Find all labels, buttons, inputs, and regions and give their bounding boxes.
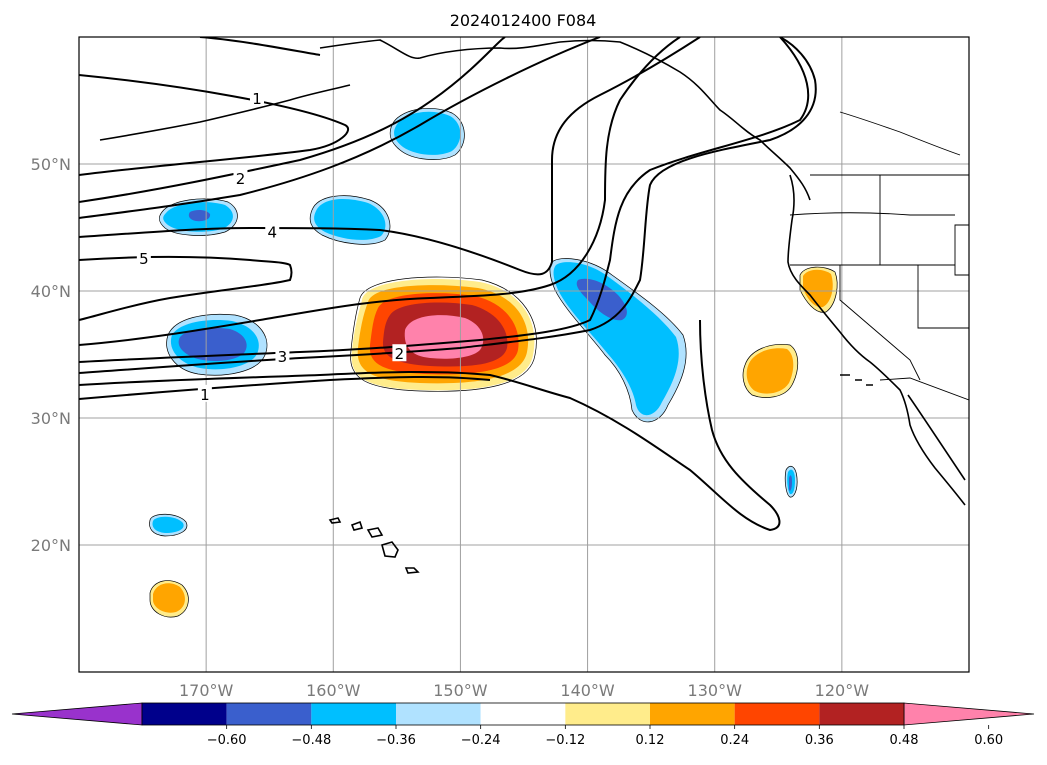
latitude-tick-label: 40°N (31, 282, 71, 301)
colorbar-extend-low (11, 702, 143, 726)
contour-line (79, 37, 701, 276)
contour-line (79, 37, 681, 346)
negative-anomaly-narrow-inner (789, 475, 792, 491)
contour-label: 3 (278, 348, 288, 366)
negative-anomaly-west-core (178, 327, 247, 361)
contour-label: 1 (200, 386, 210, 404)
contour-line (79, 256, 293, 321)
us-mexico-border (879, 377, 969, 401)
contour-line (79, 319, 781, 532)
california-channel-island (840, 374, 873, 386)
positive-anomaly-small-south-core (153, 583, 185, 613)
longitude-tick-label: 130°W (688, 681, 743, 700)
political-borders (789, 111, 969, 401)
colorbar-tick-label: 0.48 (890, 733, 919, 748)
colorbar: −0.60 −0.48 −0.36 −0.24 −0.12 0.12 0.24 0.36 0.4… (11, 702, 1035, 748)
west-coast-us (787, 174, 966, 506)
anomaly-outlines (149, 107, 838, 618)
map-gridlines (79, 37, 969, 672)
hawaii-islands (328, 517, 399, 558)
contour-label: 5 (139, 250, 149, 268)
longitude-tick-label: 160°W (306, 681, 361, 700)
contour-line (79, 74, 349, 176)
baja-coast (907, 394, 966, 481)
colorbar-tick-label: 0.36 (805, 733, 834, 748)
contour-label-background (250, 88, 264, 106)
colorbar-segment (311, 703, 396, 725)
wa-or-border (789, 212, 955, 216)
colorbar-tick-label: −0.12 (545, 733, 585, 748)
colorbar-segment (226, 703, 312, 725)
longitude-tick-label: 150°W (433, 681, 488, 700)
colorbar-segment (819, 703, 904, 725)
latitude-tick-label: 50°N (31, 155, 71, 174)
contour-label-background (275, 346, 290, 364)
map-title: 2024012400 F084 (450, 11, 597, 30)
contour-label: 1 (252, 90, 262, 108)
contour-line (199, 37, 321, 56)
contour-label-background (233, 168, 248, 186)
contour-label-background (392, 344, 407, 362)
colorbar-extend-high (903, 702, 1035, 726)
colorbar-tick-label: −0.60 (207, 733, 247, 748)
latitude-tick-label: 30°N (31, 409, 71, 428)
colorbar-segment (565, 703, 650, 725)
negative-anomaly-east-core (576, 278, 627, 321)
colorbar-segment (650, 703, 735, 725)
longitude-tick-label: 120°W (815, 681, 870, 700)
colorbar-tick-label: 0.60 (974, 733, 1003, 748)
negative-anomaly-gulf-core (394, 111, 461, 155)
contour-label: 2 (395, 345, 405, 363)
contour-line (79, 37, 506, 203)
negative-anomaly-east (553, 262, 679, 416)
colorbar-segment (396, 703, 481, 725)
longitude-labels: 170°W 160°W 150°W 140°W 130°W 120°W (179, 681, 869, 700)
contour-label-background (265, 222, 280, 240)
longitude-tick-label: 170°W (179, 681, 234, 700)
colorbar-segment (734, 703, 820, 725)
contour-line (79, 375, 491, 400)
latitude-tick-label: 20°N (31, 536, 71, 555)
canada-interior (839, 111, 961, 156)
colorbar-tick-label: −0.36 (376, 733, 416, 748)
positive-anomaly-california-core (803, 269, 833, 308)
montana-border (954, 224, 969, 276)
colorbar-segment (480, 703, 566, 725)
contour-value-labels: 1 2 4 5 3 2 1 (136, 88, 407, 404)
map-frame (78, 36, 970, 673)
contour-label-background (197, 384, 212, 402)
contour-label: 2 (236, 170, 246, 188)
colorbar-tick-label: 0.12 (636, 733, 665, 748)
alaska-aleutian-coast (99, 39, 811, 201)
contour-lines (79, 37, 817, 532)
contour-label: 4 (267, 223, 277, 241)
negative-anomaly-nw-core (188, 209, 211, 222)
positive-anomaly-east-south-core (746, 348, 794, 394)
longitude-tick-label: 140°W (560, 681, 615, 700)
coastlines (99, 39, 966, 574)
colorbar-frame (141, 702, 905, 726)
map-panel (79, 37, 969, 672)
contour-line (79, 37, 810, 363)
colorbar-segment (142, 703, 227, 725)
contour-line (79, 37, 817, 374)
small-island (404, 567, 420, 574)
colorbar-tick-label: −0.24 (461, 733, 501, 748)
negative-anomaly-small-south-core (152, 516, 184, 533)
contour-label-background (136, 248, 151, 266)
colorbar-tick-label: 0.24 (720, 733, 749, 748)
nevada-border (839, 265, 921, 381)
latitude-labels: 20°N 30°N 40°N 50°N (31, 155, 71, 555)
contour-line (79, 37, 601, 219)
nevada-east-border (917, 265, 969, 329)
colorbar-tick-label: −0.48 (291, 733, 331, 748)
